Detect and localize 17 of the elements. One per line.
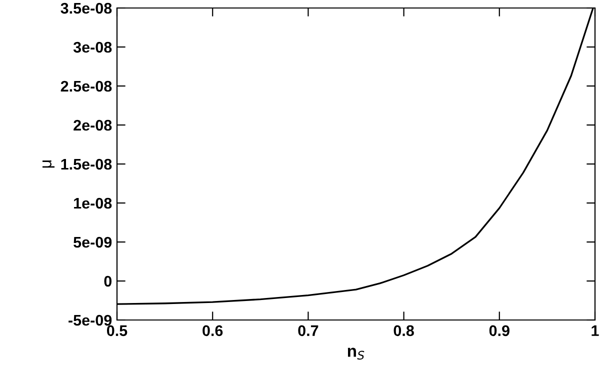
x-tick-label: 0.6 — [202, 325, 223, 336]
y-tick-label: 0 — [104, 276, 112, 287]
y-tick-label: -5e-09 — [68, 314, 112, 326]
x-tick-label: 0.5 — [106, 325, 128, 336]
y-tick-label: 1e-08 — [74, 198, 112, 209]
x-tick-label: 0.9 — [489, 325, 510, 336]
y-tick-label: 2e-08 — [74, 120, 112, 131]
x-tick-label: 0.7 — [298, 325, 318, 336]
y-tick-label: 1.5e-08 — [61, 158, 112, 170]
x-tick-label: 1 — [592, 325, 599, 336]
y-tick-label: 3.5e-08 — [60, 2, 112, 14]
x-tick-label: 0.8 — [394, 325, 414, 336]
y-tick-label: 2.5e-08 — [60, 80, 112, 92]
x-axis-title: n$_{S}$ — [348, 348, 364, 360]
y-tick-label: 3e-08 — [73, 42, 112, 53]
y-tick-label: 5e-09 — [74, 236, 112, 248]
y-axis-title: μ — [42, 160, 55, 168]
